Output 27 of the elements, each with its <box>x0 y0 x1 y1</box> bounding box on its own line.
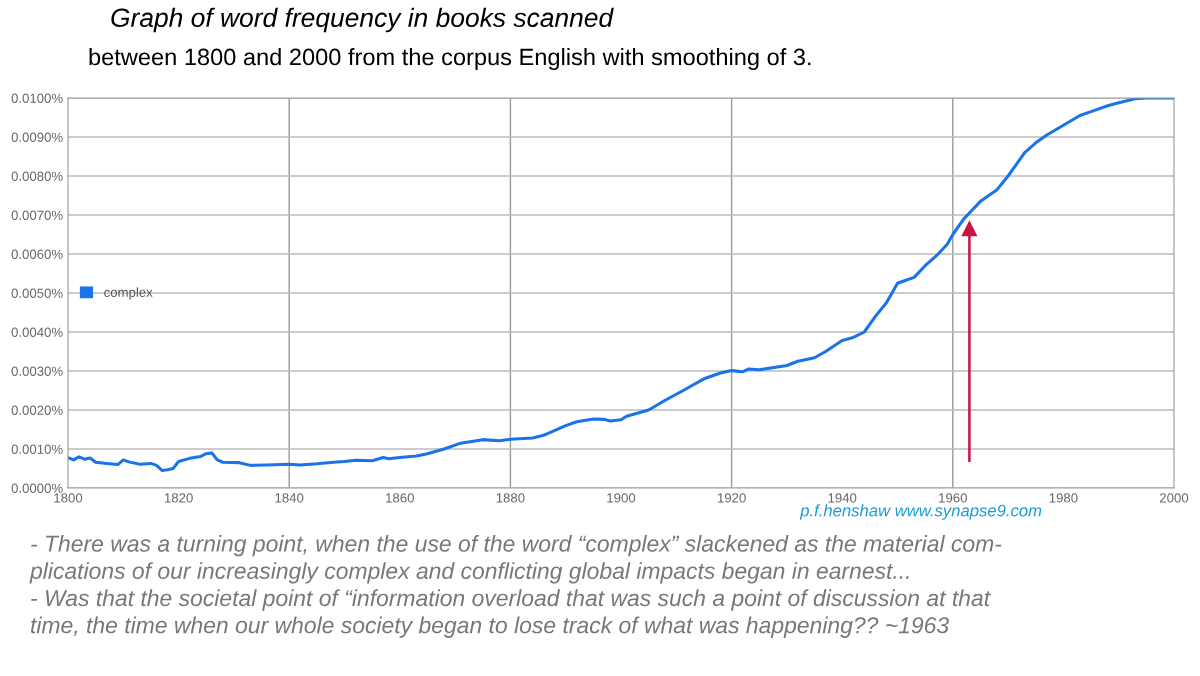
y-tick-label: 0.0050% <box>11 288 63 298</box>
y-tick-label: 0.0090% <box>11 132 63 142</box>
x-tick-label: 2000 <box>1159 493 1189 503</box>
x-tick-label: 1900 <box>607 493 636 503</box>
text: p.f.henshaw www.synapse9.com <box>799 504 1042 520</box>
y-tick-label: 0.0040% <box>11 327 63 337</box>
x-tick-label: 1980 <box>1049 493 1078 503</box>
x-tick-label: 1880 <box>496 493 525 503</box>
y-tick-label: 0.0000% <box>11 483 63 493</box>
y-tick-label: 0.0070% <box>11 210 63 220</box>
y-tick-label: 0.0100% <box>11 93 63 103</box>
x-tick-label: 1820 <box>164 493 193 503</box>
x-tick-label: 1840 <box>275 493 304 503</box>
x-tick-label: 1960 <box>939 493 967 503</box>
x-tick-label: 1920 <box>717 493 746 503</box>
y-tick-label: 0.0080% <box>11 171 63 181</box>
chart-title: Graph of word frequency in books scanned <box>111 7 614 33</box>
x-tick-label: 1860 <box>386 493 414 503</box>
x-tick-label: 1940 <box>828 493 857 503</box>
y-tick-label: 0.0060% <box>11 249 63 259</box>
y-tick-label: 0.0020% <box>11 405 63 415</box>
legend-label: complex <box>104 287 153 300</box>
text: - There was a turning point, when the use of the word “complex” slackened as the material com- plications of our increasingly complex and conflicting global impacts began in earnest... - Was that the societal point of “information overload that was such a point of discussion at that time, the time when our whole society began to lose track of what was happening?? ~1963 <box>29 535 1002 638</box>
y-tick-label: 0.0010% <box>11 444 63 454</box>
x-tick-label: 1800 <box>54 493 83 503</box>
y-tick-label: 0.0030% <box>11 366 63 376</box>
chart-subtitle: between 1800 and 2000 from the corpus English with smoothing of 3. <box>89 48 811 70</box>
